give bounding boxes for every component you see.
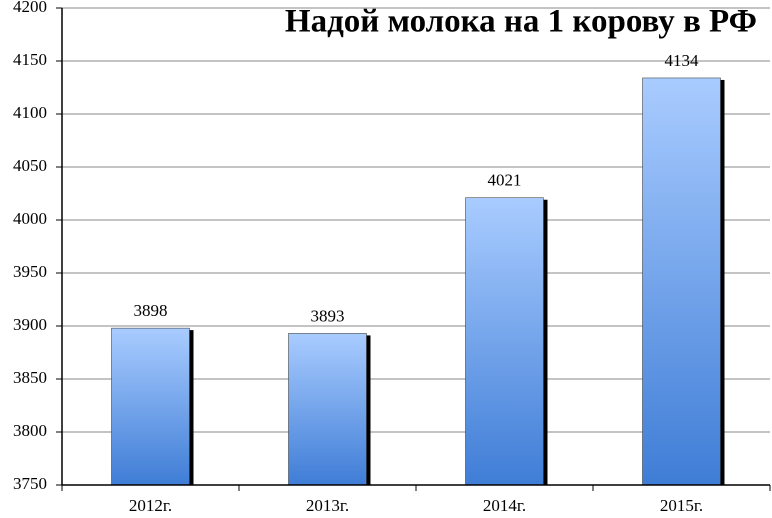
data-label: 4021 — [488, 171, 522, 190]
chart-title: Надой молока на 1 корову в РФ — [285, 4, 757, 40]
bar — [288, 333, 367, 486]
y-tick-label: 3900 — [13, 315, 47, 334]
y-tick-label: 3800 — [13, 421, 47, 440]
y-tick-label: 3950 — [13, 262, 47, 281]
bars — [111, 77, 725, 486]
y-tick-label: 3850 — [13, 368, 47, 387]
x-tick-label: 2014г. — [483, 496, 526, 515]
y-tick-label: 4000 — [13, 209, 47, 228]
bar — [642, 77, 721, 486]
y-tick-label: 4150 — [13, 50, 47, 69]
x-tick-label: 2012г. — [129, 496, 172, 515]
y-tick-label: 4200 — [13, 0, 47, 16]
bar — [465, 197, 544, 486]
y-tick-label: 4100 — [13, 103, 47, 122]
y-tick-label: 4050 — [13, 156, 47, 175]
bar — [111, 327, 190, 486]
x-tick-label: 2013г. — [306, 496, 349, 515]
x-tick-label: 2015г. — [660, 496, 703, 515]
y-tick-label: 3750 — [13, 474, 47, 493]
data-label: 3893 — [311, 306, 345, 325]
data-label: 4134 — [665, 51, 700, 70]
data-label: 3898 — [134, 301, 168, 320]
